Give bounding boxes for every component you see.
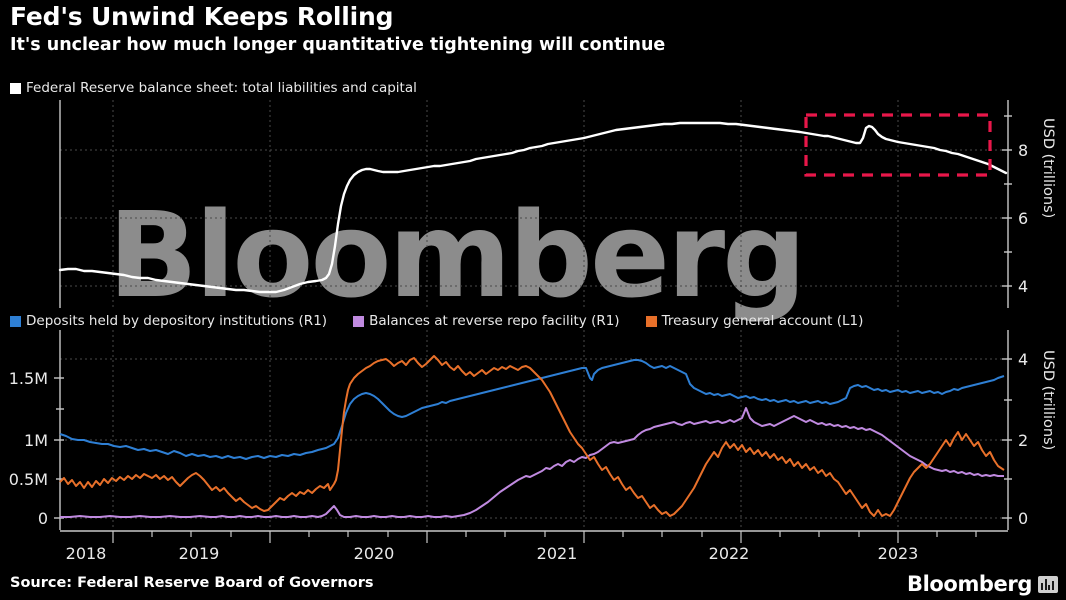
top-chart-plot: 8 6 4 [0,96,1066,308]
top-chart-ytick-labels: 8 6 4 [1018,141,1028,296]
svg-text:0: 0 [38,509,48,528]
top-chart-axis-title: USD (trillions) [1040,118,1056,219]
x-axis-tick-2023: 2023 [877,544,919,563]
bottom-chart-left-axis [54,330,64,530]
svg-text:1M: 1M [24,431,48,450]
svg-text:4: 4 [1018,277,1028,296]
svg-text:1.5M: 1.5M [9,369,48,388]
svg-text:2: 2 [1018,431,1028,450]
bloomberg-wordmark: Bloomberg [906,572,1032,596]
bottom-chart-plot: 1.5M 1M 0.5M 0 4 2 0 [0,330,1066,530]
gridlines-vertical [112,100,899,308]
bloomberg-brand: Bloomberg [907,572,1058,596]
legend-swatch-icon [353,315,365,327]
x-axis-tick-2018: 2018 [65,544,107,563]
series-line-reverse-repo [60,407,1004,518]
bottom-chart-axis-title: USD (trillions) [1040,350,1056,451]
bottom-chart-right-tick-labels: 4 2 0 [1018,350,1028,528]
x-axis-tick-2021: 2021 [536,544,578,563]
x-axis: 2018 2019 2020 2021 2022 2023 [0,530,1066,570]
svg-text:8: 8 [1018,141,1028,160]
source-note: Source: Federal Reserve Board of Governo… [10,575,374,591]
legend-swatch-icon [10,315,21,327]
svg-text:0.5M: 0.5M [9,470,48,489]
legend-label: Balances at reverse repo facility (R1) [369,313,620,329]
top-chart-right-axis [1002,100,1012,308]
x-axis-tick-2020: 2020 [353,544,395,563]
legend-item-balance-sheet[interactable]: Federal Reserve balance sheet: total lia… [10,81,417,95]
svg-text:6: 6 [1018,209,1028,228]
legend-item-tga[interactable]: Treasury general account (L1) [645,313,864,329]
legend-label: Deposits held by depository institutions… [26,313,328,329]
series-line-tga [59,355,1005,517]
chart-footer: Source: Federal Reserve Board of Governo… [0,570,1066,600]
svg-text:0: 0 [1018,509,1028,528]
bottom-chart-right-axis [1002,330,1012,530]
legend-swatch-icon [10,82,21,94]
quantitative-tightening-highlight-box [804,113,992,177]
legend-bottom-chart: Deposits held by depository institutions… [10,314,863,328]
legend-label: Federal Reserve balance sheet: total lia… [26,80,417,96]
bottom-chart-left-tick-labels: 1.5M 1M 0.5M 0 [9,369,48,528]
gridlines-vertical [112,330,899,530]
gridlines-horizontal [60,149,1008,287]
page-title: Fed's Unwind Keeps Rolling [10,2,394,31]
x-axis-tick-2022: 2022 [708,544,750,563]
bloomberg-terminal-icon [1038,575,1058,593]
legend-swatch-icon [645,315,657,327]
legend-top-chart: Federal Reserve balance sheet: total lia… [10,81,417,95]
x-axis-ticks [112,531,977,543]
legend-item-deposits[interactable]: Deposits held by depository institutions… [10,314,327,328]
svg-text:4: 4 [1018,350,1028,369]
series-line-fed-balance-sheet [58,121,1008,294]
series-line-deposits [59,359,1005,460]
page-subtitle: It's unclear how much longer quantitativ… [10,35,666,55]
x-axis-tick-2019: 2019 [178,544,220,563]
legend-item-reverse-repo[interactable]: Balances at reverse repo facility (R1) [353,314,620,328]
chart-header: Fed's Unwind Keeps Rolling It's unclear … [10,2,1056,57]
legend-label: Treasury general account (L1) [661,313,864,329]
gridlines-horizontal [60,358,1008,519]
